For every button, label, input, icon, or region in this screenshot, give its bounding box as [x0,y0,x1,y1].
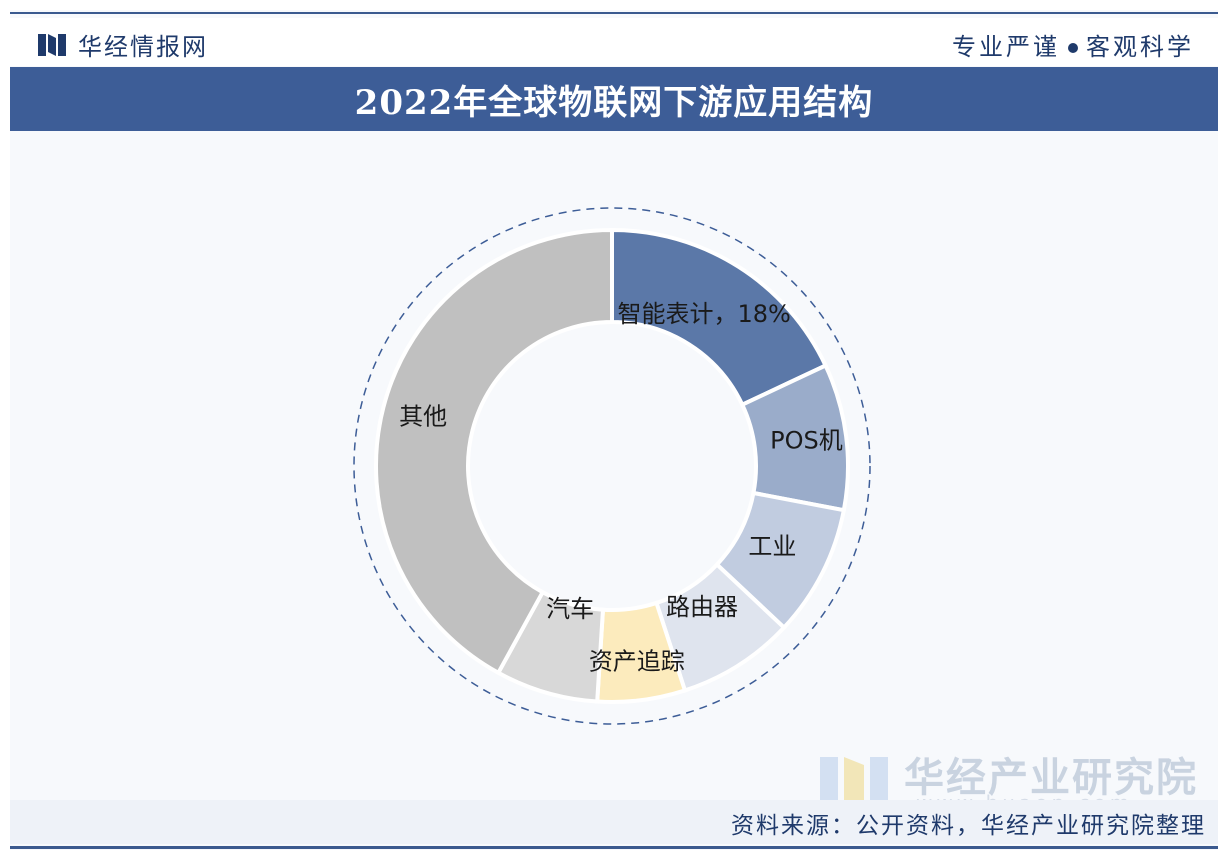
source-note: 资料来源：公开资料，华经产业研究院整理 [731,813,1206,839]
donut-slice-6 [374,227,614,676]
slice-label-6: 其他 [399,403,447,431]
top-rule [10,12,1218,14]
header: 华经情报网 专业严谨 客观科学 [10,18,1218,66]
slice-label-3: 路由器 [666,593,738,621]
watermark-logo-icon [820,757,888,809]
slice-label-2: 工业 [748,533,796,561]
title-bar: 2022年全球物联网下游应用结构 [10,67,1218,131]
brand-logo-icon [38,34,66,56]
slice-label-1: POS机 [770,426,843,454]
bottom-rule [10,846,1218,849]
slogan-right: 客观科学 [1086,33,1194,61]
watermark-name: 华经产业研究院 [904,755,1198,801]
slogan-left: 专业严谨 [952,33,1060,61]
donut-outline-dashed [353,207,871,725]
chart-frame [10,10,1218,850]
slice-label-4: 资产追踪 [589,647,685,675]
slogan-dot-icon [1068,43,1078,53]
source-bar [10,800,1218,844]
brand-name: 华经情报网 [78,33,208,61]
slice-label-5: 汽车 [546,595,594,623]
slice-label-0: 智能表计，18% [617,300,790,328]
chart-title: 2022年全球物联网下游应用结构 [354,82,874,123]
slogan: 专业严谨 客观科学 [952,27,1194,62]
